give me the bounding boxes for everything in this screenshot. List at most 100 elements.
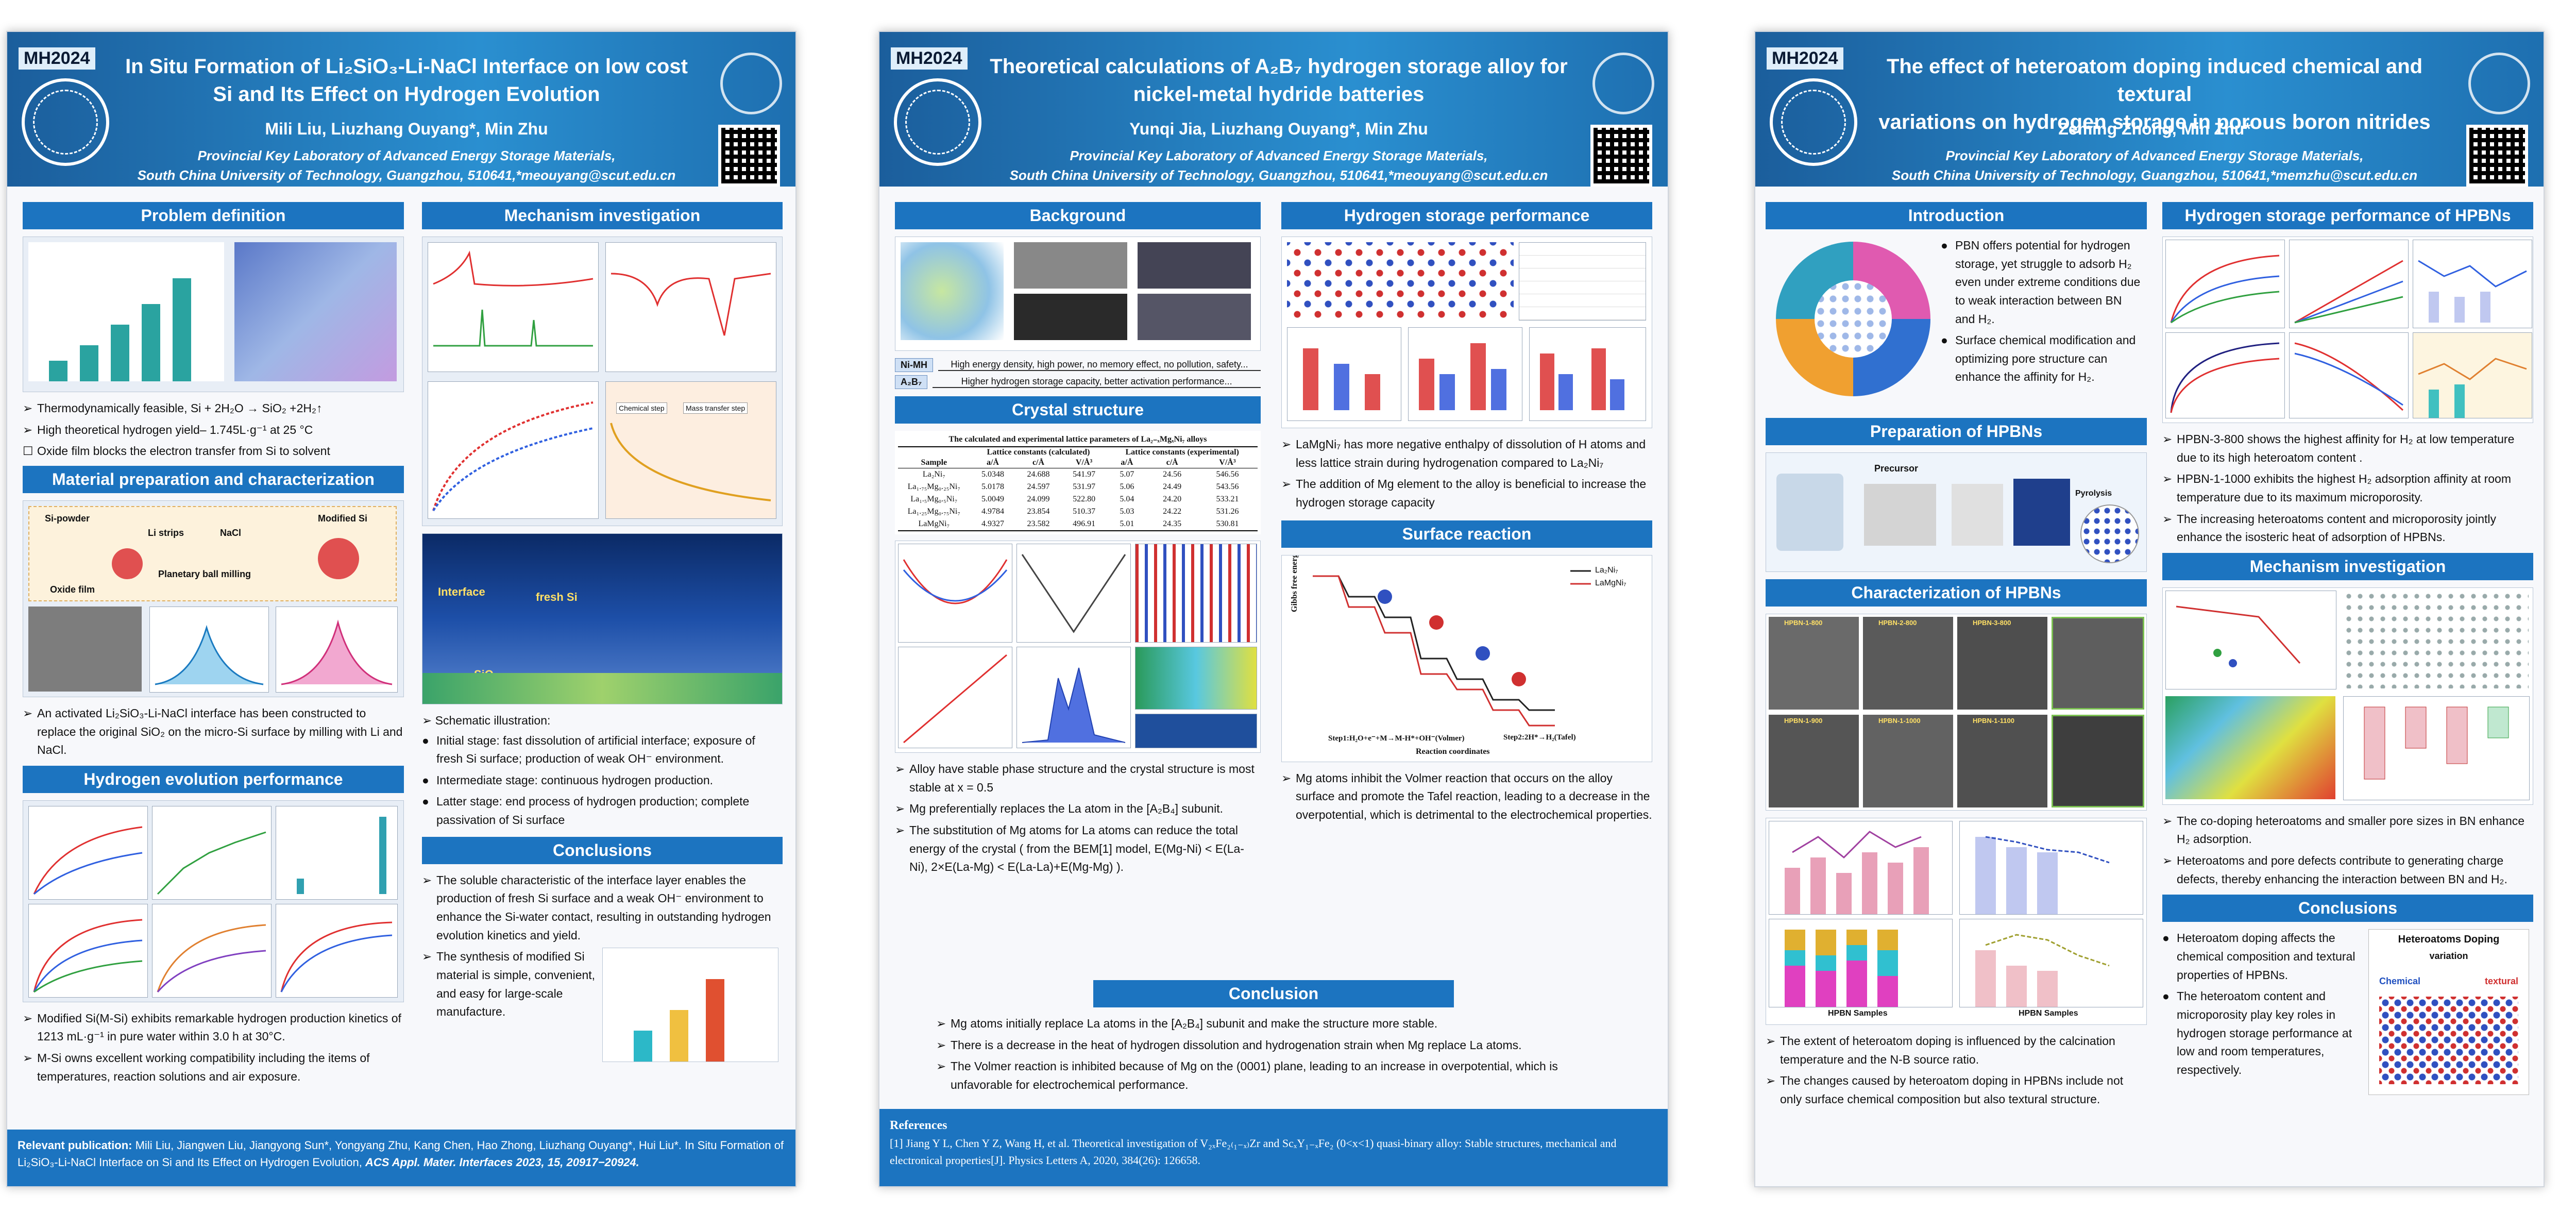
university-logo: [1770, 78, 1857, 166]
arrow-bullet-icon: ➢: [23, 1011, 33, 1025]
kinetics-chart-e: [152, 903, 272, 998]
kinetics-chart-c: [276, 805, 398, 900]
arrow-bullet-icon: ➢: [1281, 771, 1292, 785]
section-crystal: Crystal structure: [895, 396, 1261, 424]
milling-schematic: Si-powder Li strips NaCl Modified Si Pla…: [28, 506, 397, 601]
table-cell: 24.56: [1163, 470, 1182, 479]
table-cell: La₁.₂₅Mg₀.₇₅Ni₇: [907, 507, 960, 516]
composition-chart-a: [1959, 821, 2143, 915]
table-cell: La₁.₇₅Mg₀.₂₅Ni₇: [907, 482, 960, 491]
table-cell: 531.97: [1073, 482, 1096, 491]
table-header-row: Sample a/Å c/Å V/Å³ a/Å c/Å V/Å³: [898, 458, 1258, 468]
kinetics-chart-b: [152, 805, 272, 900]
bar: [111, 325, 129, 381]
conference-tag: MH2024: [891, 47, 968, 70]
table-cell: 5.07: [1120, 470, 1134, 479]
hydride-structures: [1287, 242, 1514, 319]
bond-energy-table: [1135, 714, 1257, 748]
table-cell: 24.688: [1027, 470, 1050, 479]
poster-title: The effect of heteroatom doping induced …: [1878, 55, 2431, 133]
section-characterization: Characterization of HPBNs: [1766, 579, 2147, 607]
mechanism-figures: [2162, 587, 2533, 805]
legend-entry: LaMgNi₇: [1595, 578, 1626, 587]
material-text: ➢ An activated Li₂SiO₃-Li-NaCl interface …: [23, 704, 404, 760]
arrow-bullet-icon: ➢: [1281, 437, 1292, 451]
bar: [80, 345, 98, 381]
linear-fit-chart: [898, 647, 1012, 748]
left-column: Introduction ● PBN offers potential for h…: [1766, 202, 2147, 1112]
poster-header: MH2024 In Situ Formation of Li₂SiO₃-Li-N…: [7, 32, 795, 187]
enthalpy-table: [1519, 242, 1646, 321]
qr-code: [1590, 125, 1652, 187]
section-introduction: Introduction: [1766, 202, 2147, 229]
ph-chart: Chemical step Mass transfer step: [605, 381, 776, 519]
poster-header: MH2024 Theoretical calculations of A₂B₇ …: [879, 32, 1668, 187]
table-cell: 4.9784: [981, 507, 1004, 516]
table-cell: 546.56: [1216, 470, 1239, 479]
bar: [670, 1010, 688, 1062]
kinetics-chart-f: [276, 903, 398, 998]
table-cell: 5.0178: [981, 482, 1004, 491]
dot-bullet-icon: ●: [2162, 931, 2170, 945]
qr-code: [2466, 125, 2528, 187]
strain-chart-b: [1408, 327, 1522, 421]
formation-energy-chart: [1016, 544, 1131, 643]
dot-bullet-icon: ●: [1941, 333, 1948, 347]
ftir-chart: [605, 242, 776, 372]
arrow-bullet-icon: ➢: [936, 1059, 946, 1073]
authors: Zeming Zhong, Min Zhu*: [2058, 120, 2251, 138]
strain-chart-a: [1287, 327, 1401, 421]
table-row: La₁.₇₅Mg₀.₂₅Ni₇ 5.0178 24.597 531.97 5.06 24.…: [898, 481, 1258, 493]
affiliation: Provincial Key Laboratory of Advanced En…: [137, 148, 676, 183]
left-column: Problem definition ➢ Thermodynamically fe…: [23, 202, 404, 1089]
background-row: A₂B₇ Higher hydrogen storage capacity, b…: [895, 375, 1261, 389]
section-problem: Problem definition: [23, 202, 404, 229]
charge-density-image: [1135, 647, 1257, 710]
section-conclusion: Conclusion: [1093, 980, 1454, 1007]
lab-seal-icon: [2468, 53, 2530, 114]
table-cell: 4.9327: [981, 519, 1004, 528]
crystal-structure-image: [1135, 544, 1257, 643]
characterization-charts: HPBN Samples HPBN Samples: [1766, 818, 2147, 1025]
table-cell: La₁.₅Mg₀.₅Ni₇: [910, 495, 958, 503]
dos-chart: [1016, 647, 1131, 748]
energy-curve-chart: [898, 544, 1012, 643]
table-row: LaMgNi₇ 4.9327 23.582 496.91 5.01 24.35 530.81: [898, 518, 1258, 531]
problem-figure: [23, 237, 404, 392]
table-cell: 23.854: [1027, 507, 1050, 516]
arrow-bullet-icon: ➢: [23, 401, 33, 415]
mechanism-charts: Chemical step Mass transfer step: [422, 237, 783, 526]
bar: [49, 361, 67, 381]
dot-bullet-icon: ●: [1941, 239, 1948, 252]
dot-bullet-icon: ●: [422, 795, 429, 809]
section-preparation: Preparation of HPBNs: [1766, 418, 2147, 445]
strain-chart-c: [1529, 327, 1646, 421]
arrow-bullet-icon: ➢: [1766, 1034, 1776, 1048]
section-hydrogen-storage: Hydrogen storage performance: [1281, 202, 1652, 229]
si-particle: [112, 548, 143, 579]
dot-bullet-icon: ●: [422, 733, 429, 747]
composition-chart-b: [1959, 919, 2143, 1007]
conference-tag: MH2024: [19, 47, 95, 70]
left-column: Background Ni-MH High energy density, hi…: [895, 202, 1261, 880]
table-row: La₁.₅Mg₀.₅Ni₇ 5.0049 24.099 522.80 5.04 24.20…: [898, 493, 1258, 506]
university-logo: [894, 78, 981, 166]
doping-summary-figure: Heteroatoms Doping variation Chemical te…: [2368, 929, 2529, 1096]
background-figure: [895, 237, 1261, 351]
university-logo: [22, 78, 109, 166]
table-cell: 24.597: [1027, 482, 1050, 491]
bar: [173, 278, 191, 381]
table-row: La₁.₂₅Mg₀.₇₅Ni₇ 4.9784 23.854 510.37 5.03 24.…: [898, 506, 1258, 518]
mechanism-schematic: Interface fresh Si SiO₂: [422, 533, 783, 704]
table-cell: 533.21: [1216, 495, 1239, 503]
kinetics-chart-d: [28, 903, 148, 998]
right-column: Mechanism investigation Chemical step Ma…: [422, 202, 783, 1066]
hsp-charts: [2162, 237, 2533, 423]
summary-bar-chart: [602, 948, 778, 1063]
table-cell: LaMgNi₇: [918, 519, 950, 528]
table-cell: 5.01: [1120, 519, 1134, 528]
affiliation: Provincial Key Laboratory of Advanced En…: [1009, 148, 1548, 183]
hydrogen-yield-chart: [28, 242, 224, 381]
table-cell: 23.582: [1027, 519, 1050, 528]
hydrogen-figures: [1281, 237, 1652, 428]
